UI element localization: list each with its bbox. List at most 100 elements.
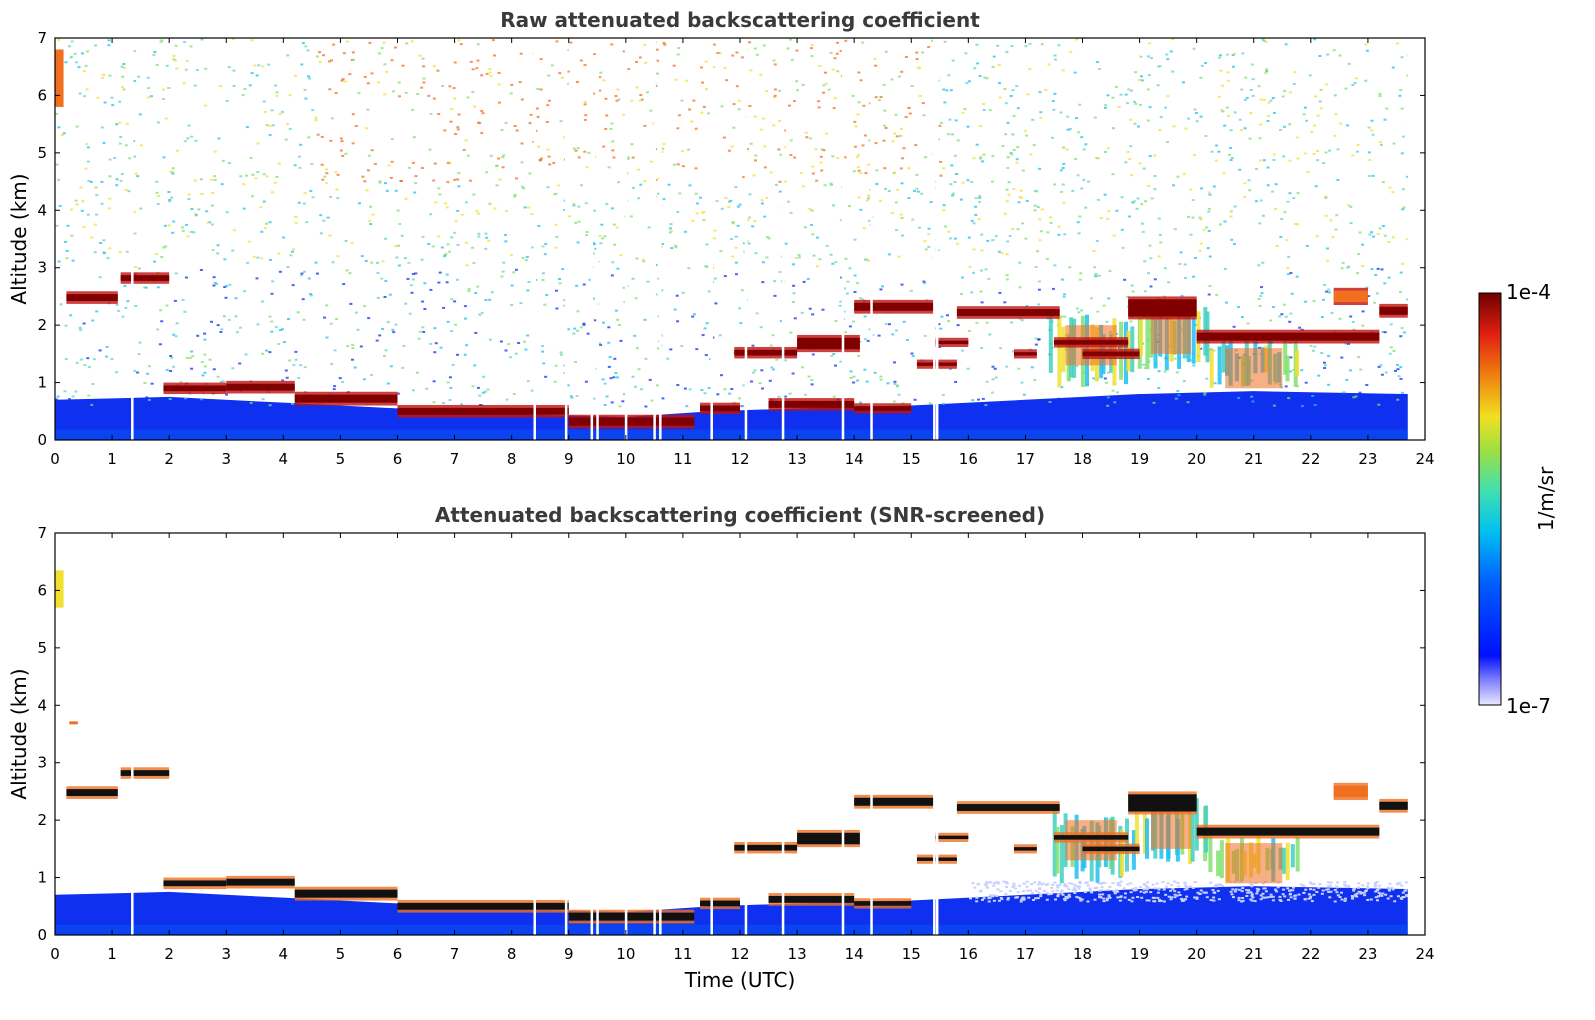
noise-speck bbox=[691, 219, 695, 222]
noise-speck bbox=[1226, 79, 1230, 82]
noise-speck bbox=[1381, 331, 1385, 333]
noise-speck bbox=[1251, 400, 1255, 403]
noise-speck bbox=[810, 55, 814, 58]
noise-speck bbox=[879, 288, 883, 291]
screened-speck bbox=[1326, 888, 1330, 891]
noise-speck bbox=[1011, 89, 1015, 92]
noise-speck bbox=[405, 42, 409, 45]
noise-speck bbox=[471, 90, 475, 93]
noise-speck bbox=[608, 356, 612, 358]
noise-speck bbox=[1226, 71, 1230, 74]
noise-speck bbox=[859, 401, 863, 404]
x-tick-label: 3 bbox=[221, 945, 231, 963]
noise-speck bbox=[579, 59, 583, 62]
noise-speck bbox=[816, 265, 819, 268]
boundary-layer-aerosol bbox=[55, 391, 1408, 440]
cloud-layer bbox=[956, 309, 1060, 316]
noise-speck bbox=[147, 365, 151, 368]
noise-speck bbox=[1165, 53, 1169, 56]
screened-speck bbox=[1067, 888, 1071, 891]
screened-speck bbox=[992, 894, 996, 897]
noise-speck bbox=[1060, 278, 1064, 281]
noise-speck bbox=[778, 180, 782, 183]
noise-speck bbox=[1176, 175, 1180, 178]
noise-speck bbox=[243, 88, 247, 90]
noise-speck bbox=[1123, 278, 1127, 281]
noise-speck bbox=[333, 349, 337, 352]
noise-speck bbox=[376, 296, 380, 299]
noise-speck bbox=[143, 286, 147, 289]
screened-speck bbox=[1269, 895, 1273, 898]
noise-speck bbox=[1333, 94, 1337, 97]
noise-speck bbox=[1281, 95, 1285, 98]
cloud-layer bbox=[120, 770, 170, 776]
noise-speck bbox=[204, 104, 208, 107]
noise-speck bbox=[1075, 117, 1078, 120]
noise-speck bbox=[203, 353, 207, 356]
noise-speck bbox=[593, 209, 597, 212]
noise-speck bbox=[647, 226, 651, 229]
noise-speck bbox=[1313, 345, 1317, 348]
noise-speck bbox=[804, 393, 807, 396]
noise-speck bbox=[789, 139, 793, 142]
screened-speck bbox=[990, 895, 994, 898]
noise-speck bbox=[60, 133, 64, 136]
noise-speck bbox=[554, 223, 558, 226]
noise-speck bbox=[1354, 77, 1358, 80]
noise-speck bbox=[1018, 261, 1022, 264]
noise-speck bbox=[79, 186, 83, 189]
noise-speck bbox=[1183, 263, 1187, 266]
noise-speck bbox=[288, 127, 292, 130]
screened-speck bbox=[1029, 889, 1033, 892]
screened-speck bbox=[1403, 889, 1407, 892]
noise-speck bbox=[803, 226, 807, 229]
noise-speck bbox=[264, 222, 268, 225]
noise-speck bbox=[333, 385, 337, 388]
noise-speck bbox=[1322, 298, 1325, 301]
noise-speck bbox=[186, 59, 189, 62]
screened-speck bbox=[1375, 881, 1379, 883]
noise-speck bbox=[703, 392, 707, 395]
noise-speck bbox=[1379, 364, 1383, 367]
noise-speck bbox=[1351, 154, 1355, 157]
noise-speck bbox=[588, 278, 592, 281]
data-gap bbox=[624, 38, 628, 440]
noise-speck bbox=[1096, 310, 1100, 313]
screened-speck bbox=[1253, 900, 1257, 903]
noise-speck bbox=[257, 64, 261, 67]
cloud-layer bbox=[700, 405, 740, 412]
noise-speck bbox=[203, 365, 207, 368]
noise-speck bbox=[216, 244, 220, 247]
screened-speck bbox=[1404, 881, 1408, 884]
x-tick-label: 10 bbox=[616, 945, 635, 963]
noise-speck bbox=[960, 292, 963, 295]
noise-speck bbox=[344, 80, 348, 83]
screened-speck bbox=[1291, 889, 1295, 892]
noise-speck bbox=[1303, 106, 1307, 109]
screened-speck bbox=[1317, 886, 1321, 889]
noise-speck bbox=[972, 157, 976, 160]
screened-speck bbox=[1162, 888, 1166, 891]
snr-screened-panel: Attenuated backscattering coefficient (S… bbox=[7, 503, 1435, 992]
noise-speck bbox=[175, 322, 179, 325]
noise-speck bbox=[769, 344, 773, 347]
x-tick-label: 14 bbox=[845, 450, 864, 468]
x-tick-label: 23 bbox=[1358, 945, 1377, 963]
cloud-layer bbox=[1196, 332, 1380, 341]
screened-speck bbox=[1397, 882, 1401, 885]
noise-speck bbox=[959, 198, 963, 201]
noise-speck bbox=[497, 83, 501, 86]
noise-speck bbox=[921, 51, 925, 54]
screened-speck bbox=[1079, 899, 1083, 902]
cloud-layer bbox=[226, 383, 295, 391]
noise-speck bbox=[811, 353, 815, 356]
noise-speck bbox=[505, 398, 509, 401]
noise-speck bbox=[905, 339, 909, 341]
noise-speck bbox=[1355, 150, 1359, 153]
noise-speck bbox=[1175, 371, 1179, 374]
noise-speck bbox=[245, 174, 248, 177]
noise-speck bbox=[322, 219, 326, 222]
noise-speck bbox=[831, 68, 835, 71]
screened-speck bbox=[1250, 899, 1254, 902]
noise-speck bbox=[66, 224, 70, 227]
